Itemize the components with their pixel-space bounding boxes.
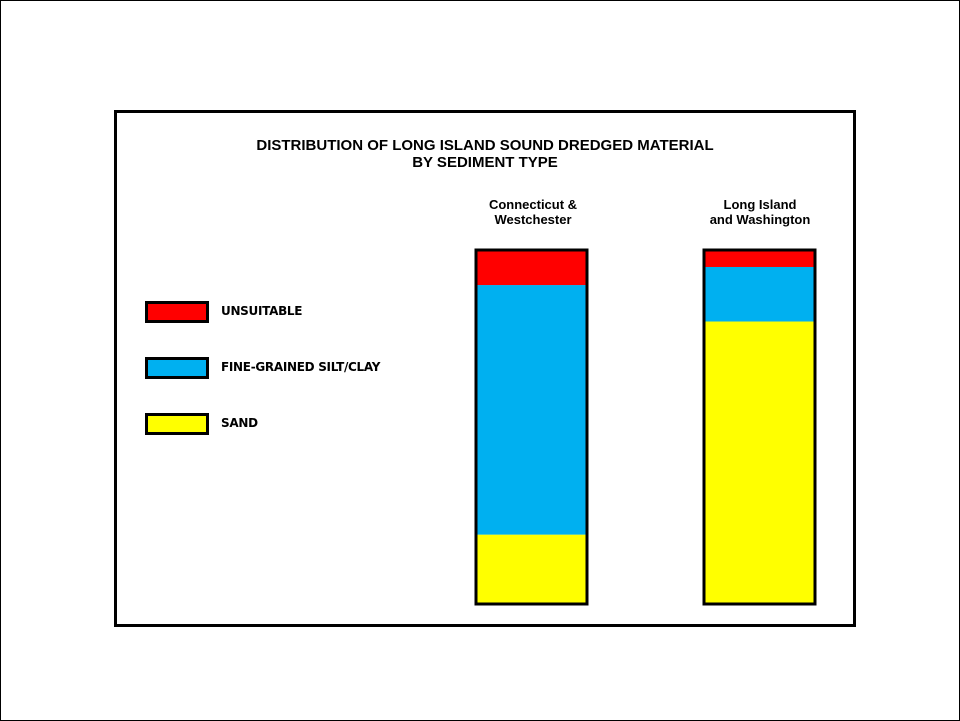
category-label-line-1: Connecticut & bbox=[488, 197, 578, 212]
legend-swatch-sand bbox=[145, 413, 209, 435]
category-label-line-1: Long Island bbox=[723, 197, 797, 212]
legend-swatch-silt-clay bbox=[145, 357, 209, 379]
bar-segment-sand-0 bbox=[476, 534, 587, 604]
category-label-connecticut: Connecticut & Westchester bbox=[453, 197, 613, 227]
legend-label-unsuitable: UNSUITABLE bbox=[221, 304, 303, 318]
bar-segment-unsuitable-0 bbox=[476, 250, 587, 286]
legend-label-sand: SAND bbox=[221, 416, 258, 430]
bar-segment-unsuitable-1 bbox=[704, 250, 815, 267]
bars-plot bbox=[474, 248, 817, 606]
category-label-line-2: Westchester bbox=[494, 212, 572, 227]
chart-title-line-2: BY SEDIMENT TYPE bbox=[412, 154, 558, 171]
chart-title-line-1: DISTRIBUTION OF LONG ISLAND SOUND DREDGE… bbox=[256, 137, 714, 154]
bar-segment-fine-grained-silt-clay-0 bbox=[476, 285, 587, 535]
bar-segment-sand-1 bbox=[704, 321, 815, 604]
chart-title: DISTRIBUTION OF LONG ISLAND SOUND DREDGE… bbox=[117, 137, 853, 171]
bar-outline-0 bbox=[474, 248, 589, 606]
legend-swatch-unsuitable bbox=[145, 301, 209, 323]
category-label-long-island: Long Island and Washington bbox=[680, 197, 840, 227]
chart-frame: DISTRIBUTION OF LONG ISLAND SOUND DREDGE… bbox=[114, 110, 856, 627]
legend-label-silt-clay: FINE-GRAINED SILT/CLAY bbox=[221, 360, 381, 374]
bar-outline-1 bbox=[702, 248, 817, 606]
bar-segment-fine-grained-silt-clay-1 bbox=[704, 266, 815, 322]
category-label-line-2: and Washington bbox=[709, 212, 811, 227]
